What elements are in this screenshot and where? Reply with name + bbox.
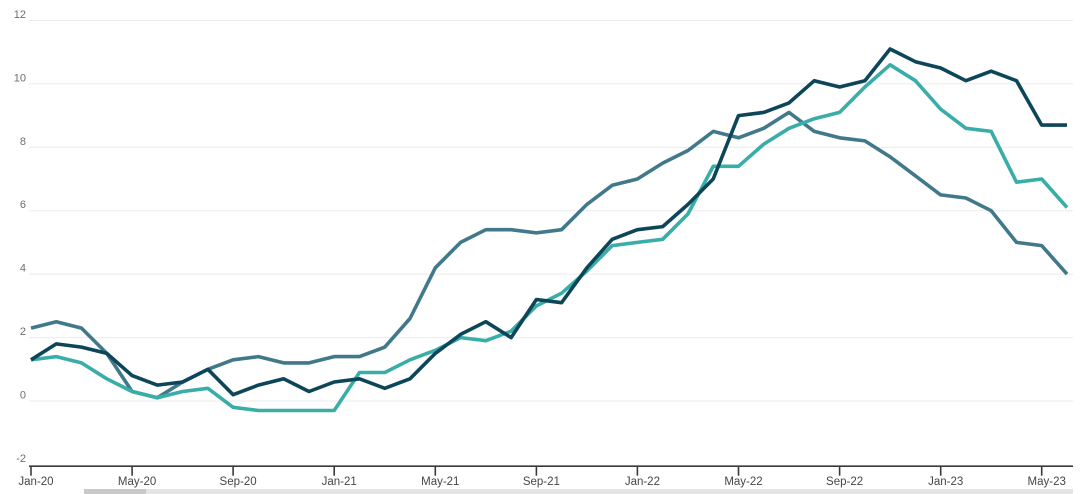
y-axis-label: 10 bbox=[14, 72, 26, 84]
x-axis-label: Sep-20 bbox=[220, 476, 257, 488]
y-axis-label: 4 bbox=[20, 263, 26, 275]
y-axis-label: 2 bbox=[20, 326, 26, 338]
x-axis-label: Jan-20 bbox=[18, 476, 53, 488]
series-line-dark-teal-line[interactable] bbox=[30, 47, 1067, 397]
x-axis-label: Jan-23 bbox=[928, 476, 963, 488]
y-axis-label: 12 bbox=[14, 9, 26, 21]
horizontal-scrollbar-thumb[interactable] bbox=[84, 489, 146, 494]
x-axis-label: Jan-22 bbox=[625, 476, 660, 488]
y-axis-label: 8 bbox=[20, 136, 26, 148]
x-axis-label: Jan-21 bbox=[322, 476, 357, 488]
x-axis-label: May-23 bbox=[1028, 476, 1066, 488]
x-axis-label: Sep-22 bbox=[826, 476, 863, 488]
x-axis-label: Sep-21 bbox=[523, 476, 560, 488]
x-axis-label: May-20 bbox=[118, 476, 156, 488]
y-axis-label: 0 bbox=[20, 390, 26, 402]
series-line-light-teal-line[interactable] bbox=[30, 63, 1069, 413]
x-axis-label: May-21 bbox=[421, 476, 459, 488]
series-line-slate-blue-line[interactable] bbox=[30, 110, 1069, 400]
x-axis-label: May-22 bbox=[724, 476, 762, 488]
horizontal-scrollbar-track[interactable] bbox=[84, 489, 1073, 494]
y-axis-label: -2 bbox=[16, 453, 26, 465]
y-axis-label: 6 bbox=[20, 199, 26, 211]
